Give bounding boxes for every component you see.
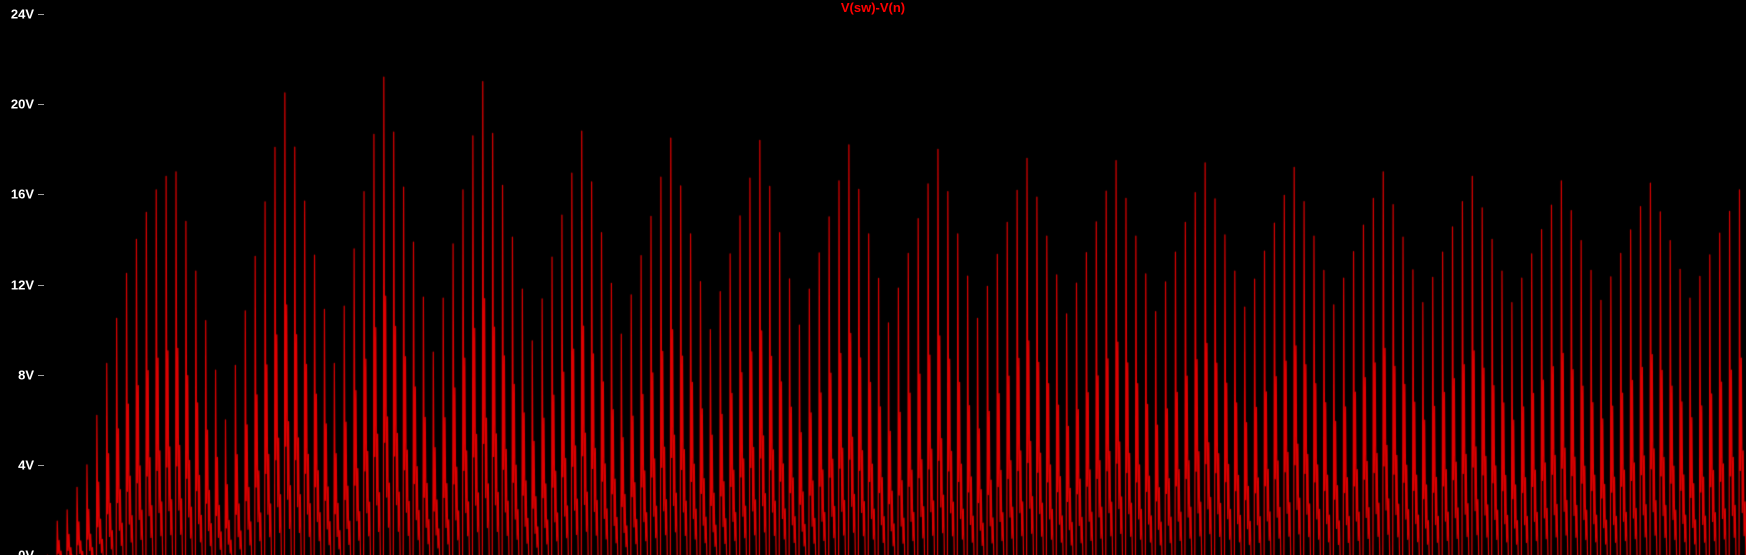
- y-tick-label: 8V: [0, 367, 34, 382]
- y-tick-label: 4V: [0, 457, 34, 472]
- waveform-viewer: V(sw)-V(n) 0V4V8V12V16V20V24V: [0, 0, 1746, 555]
- y-tick-label: 20V: [0, 97, 34, 112]
- waveform-canvas[interactable]: [44, 14, 1746, 555]
- trace-legend-label[interactable]: V(sw)-V(n): [0, 0, 1746, 15]
- y-tick-label: 0V: [0, 548, 34, 555]
- y-tick-label: 16V: [0, 187, 34, 202]
- y-tick-label: 12V: [0, 277, 34, 292]
